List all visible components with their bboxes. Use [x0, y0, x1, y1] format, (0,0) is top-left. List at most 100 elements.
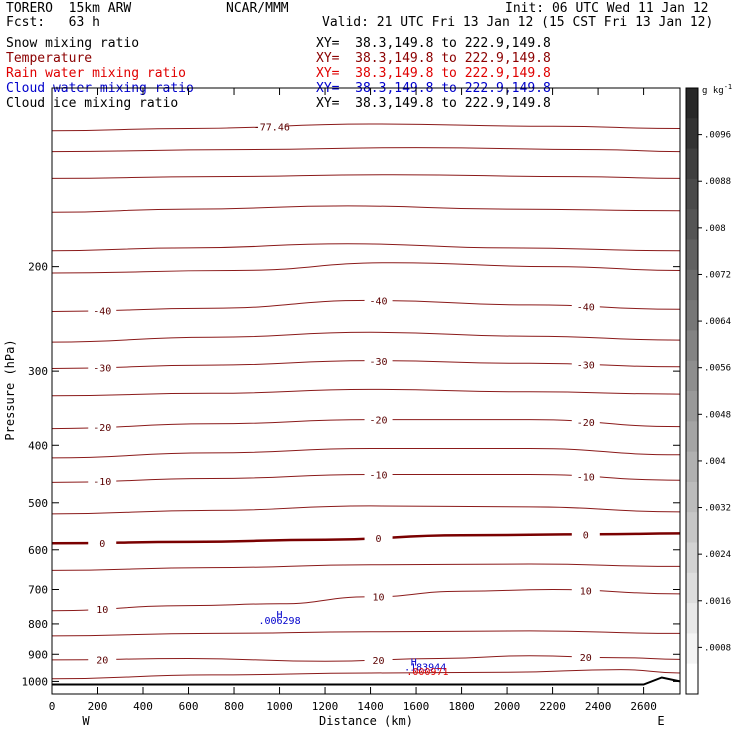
- init-label: Init: 06 UTC Wed 11 Jan 12: [505, 1, 709, 16]
- y-tick-label-5: 700: [28, 584, 48, 597]
- y-tick-label-2: 400: [28, 439, 48, 452]
- contour-label-8-2: -30: [577, 361, 595, 372]
- x-tick-label-2: 400: [133, 700, 153, 713]
- colorbar-segment-9: [686, 360, 698, 392]
- y-tick-label-6: 800: [28, 618, 48, 631]
- colorbar-segment-1: [686, 118, 698, 150]
- fcst-label: Fcst: 63 h: [6, 15, 100, 30]
- contour-label-bg-18-0: [88, 653, 117, 665]
- colorbar-segment-13: [686, 481, 698, 513]
- x-end-east: E: [657, 714, 664, 728]
- x-tick-label-7: 1400: [357, 700, 384, 713]
- colorbar-segment-16: [686, 572, 698, 604]
- surface-terrain: [52, 676, 681, 686]
- annotation-4: .000971: [406, 667, 448, 678]
- contour-label-8-0: -30: [93, 363, 111, 374]
- contour-label-12-1: -10: [370, 470, 388, 481]
- contour-label-6-0: -40: [93, 306, 111, 317]
- colorbar-tick-label-5: .0056: [704, 364, 731, 374]
- contour-label-bg-10-2: [571, 416, 600, 428]
- colorbar-tick-label-7: .004: [704, 457, 726, 467]
- colorbar-segment-5: [686, 239, 698, 271]
- colorbar-tick-label-10: .0016: [704, 597, 731, 607]
- contour-label-0-0: -77.46: [254, 122, 290, 133]
- contour-label-bg-6-2: [571, 300, 600, 312]
- colorbar-segment-17: [686, 603, 698, 634]
- contour-label-14-1: 0: [376, 534, 382, 545]
- contour-label-10-1: -20: [370, 416, 388, 427]
- x-axis: 0 200 400 600 800 1000 1200 1400 1600 1800 2000 220…: [49, 88, 657, 713]
- temperature-contour-5: [51, 262, 681, 274]
- colorbar-segment-11: [686, 421, 698, 453]
- y-tick-label-7: 900: [28, 648, 48, 661]
- colorbar-segment-10: [686, 391, 698, 422]
- colorbar-unit: g kg-1: [702, 83, 732, 96]
- x-tick-label-3: 600: [179, 700, 199, 713]
- contour-label-bg-18-2: [571, 650, 600, 662]
- x-tick-label-4: 800: [224, 700, 244, 713]
- x-tick-label-12: 2400: [585, 700, 612, 713]
- temperature-contour-15: [51, 563, 681, 571]
- x-tick-label-11: 2200: [539, 700, 566, 713]
- temperature-contour-13: [51, 505, 681, 515]
- annotation-2: H: [411, 657, 417, 668]
- x-tick-label-9: 1800: [448, 700, 475, 713]
- colorbar-frame: [685, 87, 699, 695]
- contour-label-16-0: 10: [96, 605, 108, 616]
- contour-label-bg-16-1: [364, 590, 393, 602]
- contour-label-8-1: -30: [370, 357, 388, 368]
- temperature-contour-2: [51, 174, 681, 179]
- org-label: NCAR/MMM: [226, 1, 289, 16]
- x-tick-label-6: 1200: [312, 700, 339, 713]
- x-tick-label-0: 0: [49, 700, 56, 713]
- contour-label-10-0: -20: [93, 423, 111, 434]
- colorbar-segment-15: [686, 542, 698, 574]
- contour-label-bg-10-0: [88, 421, 117, 433]
- y-tick-label-1: 300: [28, 365, 48, 378]
- temperature-contour-9: [51, 388, 681, 397]
- field-name-snow: Snow mixing ratio: [6, 36, 140, 51]
- contour-label-bg-14-0: [88, 536, 117, 548]
- colorbar-tick-label-4: .0064: [704, 317, 731, 327]
- x-end-west: W: [82, 714, 90, 728]
- x-tick-label-1: 200: [88, 700, 108, 713]
- contour-label-18-0: 20: [96, 655, 108, 666]
- contour-label-bg-12-2: [571, 470, 600, 482]
- field-xy-rain: XY= 38.3,149.8 to 222.9,149.8: [316, 66, 551, 81]
- colorbar-segment-18: [686, 633, 698, 665]
- y-tick-label-8: 1000: [22, 675, 49, 688]
- annotation-3: .183944: [404, 662, 446, 673]
- contour-label-bg-14-1: [364, 531, 393, 543]
- field-name-cloud-ice: Cloud ice mixing ratio: [6, 96, 179, 111]
- contour-label-12-2: -10: [577, 473, 595, 484]
- surface-line: [52, 676, 681, 686]
- field-xy-temperature: XY= 38.3,149.8 to 222.9,149.8: [316, 51, 551, 66]
- contour-label-6-1: -40: [370, 297, 388, 308]
- x-tick-label-10: 2000: [494, 700, 521, 713]
- temperature-contour-19: [51, 669, 681, 680]
- field-xy-cloud-ice: XY= 38.3,149.8 to 222.9,149.8: [316, 96, 551, 111]
- colorbar-segment-8: [686, 330, 698, 362]
- contour-label-18-2: 20: [580, 653, 592, 664]
- y-tick-label-3: 500: [28, 497, 48, 510]
- contour-label-bg-12-0: [88, 475, 117, 487]
- contour-label-bg-16-2: [571, 584, 600, 596]
- y-axis-label: Pressure (hPa): [3, 339, 17, 440]
- temperature-contour-3: [51, 205, 681, 213]
- colorbar-segment-12: [686, 451, 698, 483]
- colorbar-segment-19: [686, 663, 698, 695]
- x-tick-label-5: 1000: [266, 700, 293, 713]
- valid-label: Valid: 21 UTC Fri 13 Jan 12 (15 CST Fri …: [322, 15, 714, 30]
- colorbar-segment-4: [686, 209, 698, 240]
- colorbar-tick-label-2: .008: [704, 224, 726, 234]
- annotation-1: .006298: [258, 616, 300, 627]
- y-tick-label-4: 600: [28, 544, 48, 557]
- contour-label-6-2: -40: [577, 303, 595, 314]
- contour-label-16-1: 10: [373, 592, 385, 603]
- field-name-cloud-water: Cloud water mixing ratio: [6, 81, 194, 96]
- contour-label-bg-14-2: [571, 528, 600, 540]
- contour-label-10-2: -20: [577, 418, 595, 429]
- contour-label-18-1: 20: [373, 656, 385, 667]
